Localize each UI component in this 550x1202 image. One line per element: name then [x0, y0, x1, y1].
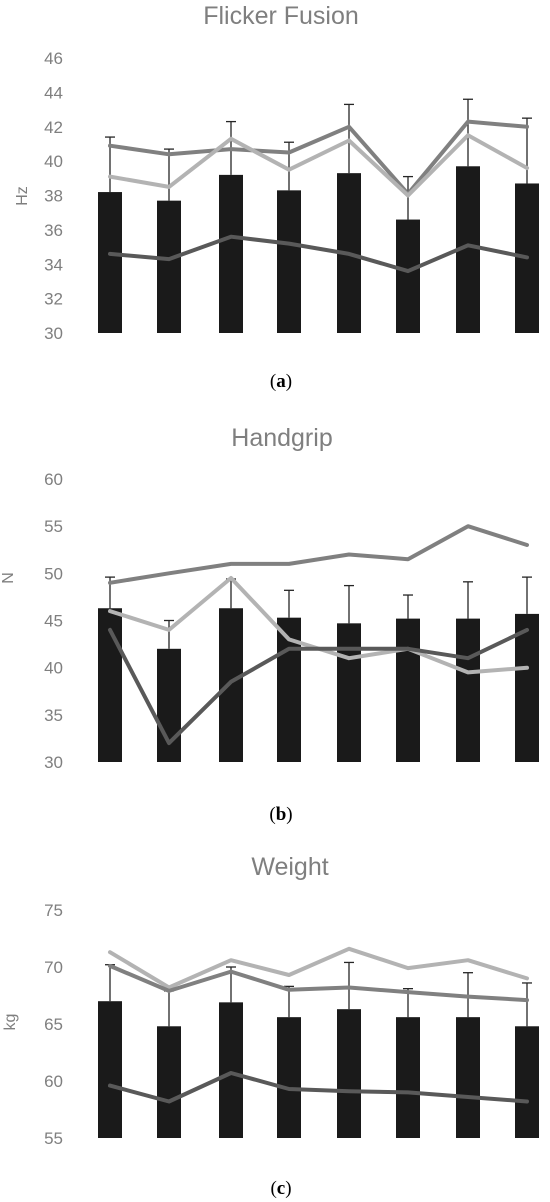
- caption-open-paren: (: [270, 371, 276, 392]
- y-tick-label: 55: [44, 517, 63, 536]
- y-tick-label: 34: [44, 255, 63, 274]
- caption-close-paren: ): [286, 804, 292, 825]
- caption-close-paren: ): [285, 1178, 291, 1199]
- y-tick-label: 65: [44, 1015, 63, 1034]
- bar: [515, 1026, 539, 1138]
- bar: [456, 618, 480, 762]
- bar: [157, 200, 181, 333]
- bar: [337, 1009, 361, 1138]
- y-tick-label: 32: [44, 290, 63, 309]
- chart-title: Handgrip: [231, 424, 332, 452]
- y-tick-label: 75: [44, 901, 63, 920]
- figure-caption: (b): [269, 804, 292, 825]
- y-tick-label: 45: [44, 612, 63, 631]
- y-axis-label: N: [0, 572, 17, 584]
- y-tick-label: 30: [44, 324, 63, 343]
- bar: [219, 608, 243, 762]
- chart-panel-flicker-fusion: Flicker Fusion Hz 30 32 34 36 38 40 42 44 46 (a): [14, 2, 539, 392]
- y-tick-label: 40: [44, 152, 63, 171]
- y-axis-label: Hz: [14, 186, 31, 206]
- y-tick-label: 60: [44, 1072, 63, 1091]
- y-tick-label: 60: [44, 470, 63, 489]
- caption-open-paren: (: [270, 1178, 276, 1199]
- bar: [277, 1017, 301, 1138]
- y-tick-label: 44: [44, 83, 63, 102]
- bar: [456, 1017, 480, 1138]
- y-axis-label: kg: [2, 1014, 19, 1031]
- y-tick-label: 70: [44, 958, 63, 977]
- caption-letter: c: [277, 1178, 285, 1199]
- figure-caption: (c): [270, 1178, 291, 1199]
- series-line-light: [108, 133, 529, 198]
- chart-panel-handgrip: Handgrip N 30 35 40 45 50 55 60 (b): [0, 424, 539, 825]
- y-tick-label: 35: [44, 706, 63, 725]
- bar: [337, 623, 361, 762]
- series-line-mid: [108, 119, 529, 196]
- chart-title: Flicker Fusion: [203, 2, 359, 30]
- y-tick-label: 30: [44, 753, 63, 772]
- y-tick-label: 46: [44, 49, 63, 68]
- series-line-light: [108, 946, 529, 990]
- series-line-dark: [108, 627, 529, 746]
- bar: [98, 1001, 122, 1138]
- y-tick-label: 36: [44, 221, 63, 240]
- bar: [157, 1026, 181, 1138]
- y-tick-label: 40: [44, 659, 63, 678]
- series-line-mid: [108, 524, 529, 585]
- series-line-dark: [108, 234, 529, 274]
- bar: [396, 618, 420, 762]
- y-tick-label: 38: [44, 187, 63, 206]
- bar: [396, 219, 420, 333]
- caption-open-paren: (: [269, 804, 275, 825]
- series-line-dark: [108, 1071, 529, 1104]
- bar: [277, 190, 301, 333]
- bar: [515, 613, 539, 762]
- bar: [219, 174, 243, 333]
- chart-title: Weight: [251, 853, 328, 881]
- caption-close-paren: ): [286, 371, 292, 392]
- caption-letter: b: [276, 804, 287, 825]
- y-tick-label: 50: [44, 564, 63, 583]
- bar: [219, 1002, 243, 1138]
- bar: [98, 192, 122, 333]
- y-tick-label: 55: [44, 1129, 63, 1148]
- series-line-mid: [108, 963, 529, 1003]
- chart-panel-weight: Weight kg 55 60 65 70 75 (c): [2, 853, 539, 1199]
- caption-letter: a: [276, 371, 286, 392]
- y-tick-label: 42: [44, 118, 63, 137]
- bar: [396, 1017, 420, 1138]
- figure-caption: (a): [270, 371, 292, 392]
